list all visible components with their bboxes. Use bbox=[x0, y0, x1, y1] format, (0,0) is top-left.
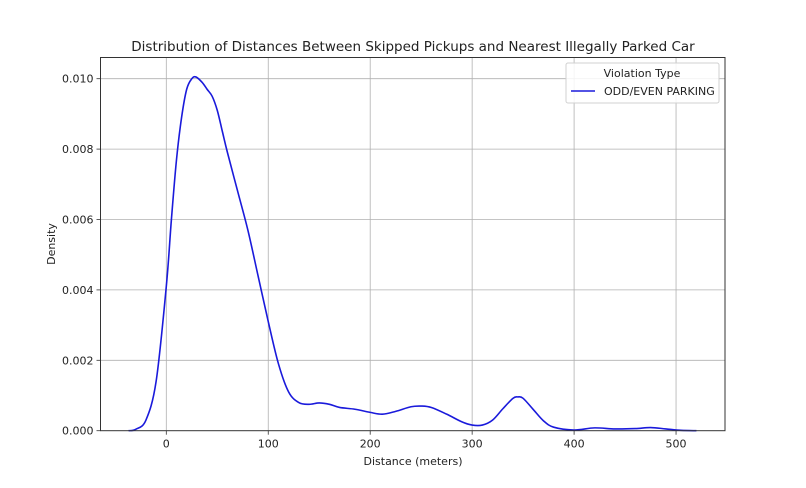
x-axis-ticks: 0 100 200 300 400 500 bbox=[163, 430, 687, 451]
y-tick-label: 0.000 bbox=[62, 425, 94, 438]
x-tick-label: 500 bbox=[666, 438, 687, 451]
x-tick-label: 200 bbox=[360, 438, 381, 451]
y-tick-label: 0.006 bbox=[62, 214, 94, 227]
x-tick-label: 0 bbox=[163, 438, 170, 451]
y-tick-label: 0.008 bbox=[62, 143, 94, 156]
x-tick-label: 400 bbox=[564, 438, 585, 451]
legend-title: Violation Type bbox=[604, 67, 681, 80]
legend-entry-label: ODD/EVEN PARKING bbox=[604, 85, 715, 98]
x-tick-label: 100 bbox=[258, 438, 279, 451]
legend: Violation Type ODD/EVEN PARKING bbox=[565, 62, 720, 104]
y-tick-label: 0.002 bbox=[62, 354, 94, 367]
y-tick-label: 0.004 bbox=[62, 284, 94, 297]
y-axis-label: Density bbox=[45, 223, 58, 265]
chart-title: Distribution of Distances Between Skippe… bbox=[131, 39, 695, 55]
plot-area-frame bbox=[100, 57, 726, 432]
x-tick-label: 300 bbox=[462, 438, 483, 451]
y-axis-ticks: 0.000 0.002 0.004 0.006 0.008 0.010 bbox=[62, 73, 101, 438]
x-axis-label: Distance (meters) bbox=[364, 455, 463, 468]
kde-curve-odd-even-parking bbox=[128, 75, 697, 432]
grid-lines bbox=[100, 57, 725, 431]
y-tick-label: 0.010 bbox=[62, 73, 94, 86]
legend-box bbox=[565, 62, 720, 104]
